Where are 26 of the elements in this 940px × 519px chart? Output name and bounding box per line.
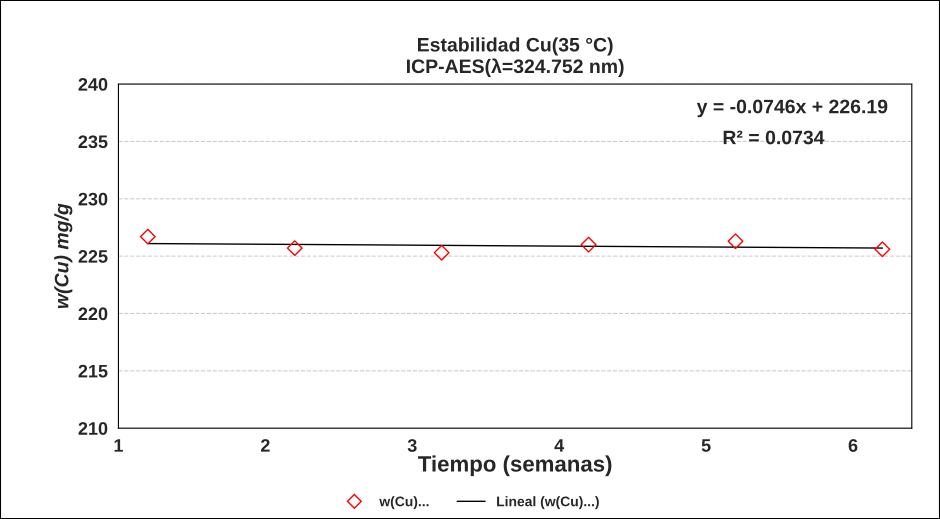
y-tick-label: 215 xyxy=(78,364,108,378)
point xyxy=(874,241,890,258)
chart-title: Estabilidad Cu(35 °C) ICP-AES(λ=324.752 nm) xyxy=(407,37,624,77)
x-tick-label: 5 xyxy=(702,439,711,452)
x-tick-label: 3 xyxy=(408,439,417,452)
y-axis-title: w(Cu) mg/g xyxy=(54,204,72,308)
point xyxy=(580,236,597,253)
annotation: R² = 0.0734 xyxy=(724,130,824,144)
legend-label: w(Cu)... xyxy=(379,496,429,510)
y-tick-label: 235 xyxy=(78,135,108,148)
x-tick-label: 1 xyxy=(114,439,123,452)
x-axis-title: Tiempo (semanas) xyxy=(418,455,612,476)
annotation: y = -0.0746x + 226.19 xyxy=(696,100,888,118)
y-tick-label: 220 xyxy=(78,307,108,320)
x-tick-label: 4 xyxy=(554,439,564,452)
x-tick-label: 6 xyxy=(848,439,858,452)
y-tick-label: 225 xyxy=(78,250,108,263)
point xyxy=(286,240,303,256)
point xyxy=(140,228,156,245)
point xyxy=(728,233,744,250)
y-tick-label: 240 xyxy=(78,78,108,91)
point xyxy=(434,244,450,261)
legend-label: Lineal (w(Cu)...) xyxy=(497,496,599,510)
y-tick-label: 210 xyxy=(78,422,108,435)
y-tick-label: 230 xyxy=(78,192,108,206)
x-tick-label: 2 xyxy=(260,439,270,452)
